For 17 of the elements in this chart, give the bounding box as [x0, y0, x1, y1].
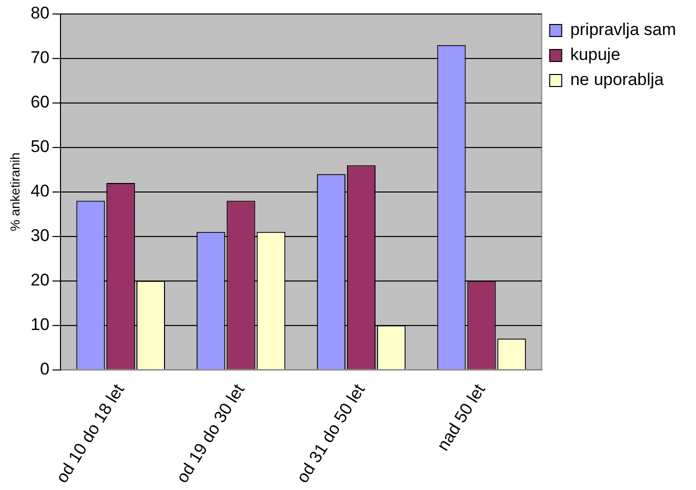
y-tick-label: 70 [30, 48, 50, 68]
legend-label: pripravlja sam [570, 20, 676, 40]
x-tick-label: od 19 do 30 let [172, 380, 248, 486]
y-tick-label: 30 [30, 226, 50, 246]
y-tick-label: 40 [30, 182, 50, 201]
y-tick-label: 50 [30, 137, 50, 156]
x-tick-label: nad 50 let [433, 380, 490, 454]
legend-label: kupuje [570, 45, 620, 64]
y-tick-label: 60 [30, 92, 50, 112]
legend-label: ne uporablja [570, 70, 664, 90]
y-tick-label: 10 [30, 315, 50, 334]
x-tick-label: od 10 do 18 let [52, 380, 128, 486]
y-axis-title: % anketiranih [7, 152, 22, 232]
y-tick-label: 0 [40, 359, 50, 378]
y-tick-label: 20 [30, 270, 50, 290]
x-tick-label: od 31 do 50 let [292, 380, 369, 486]
y-tick-label: 80 [30, 4, 50, 23]
